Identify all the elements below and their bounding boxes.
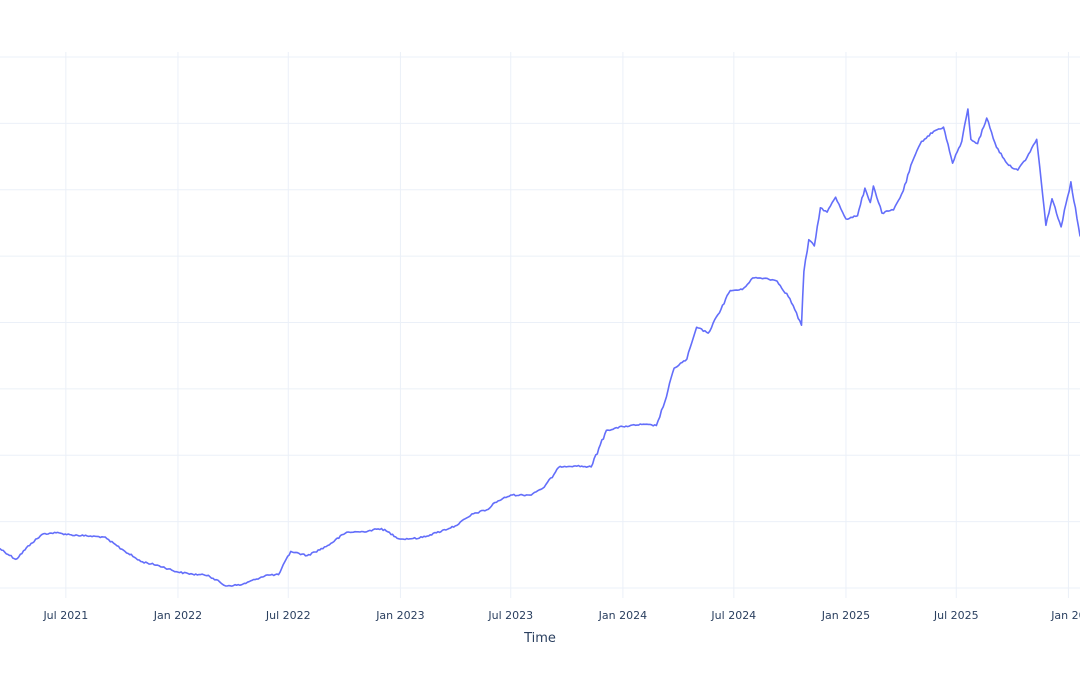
x-tick-label: Jul 2025 <box>933 609 979 622</box>
x-tick-label: Jul 2021 <box>42 609 88 622</box>
x-tick-label: Jan 20 <box>1050 609 1080 622</box>
x-tick-label: Jul 2024 <box>710 609 756 622</box>
series-layer <box>0 108 1080 587</box>
x-tick-label: Jul 2022 <box>265 609 311 622</box>
x-axis-title: Time <box>523 631 556 646</box>
x-tick-label: Jan 2024 <box>598 609 647 622</box>
x-tick-label: Jan 2023 <box>375 609 424 622</box>
x-axis-ticks: Jul 2021 Jan 2022 Jul 2022 Jan 2023 Jul 2023… <box>42 609 1080 622</box>
series-line-0 <box>0 108 1080 587</box>
grid <box>0 52 1080 598</box>
x-tick-label: Jul 2023 <box>487 609 533 622</box>
x-tick-label: Jan 2022 <box>153 609 202 622</box>
x-tick-label: Jan 2025 <box>821 609 870 622</box>
